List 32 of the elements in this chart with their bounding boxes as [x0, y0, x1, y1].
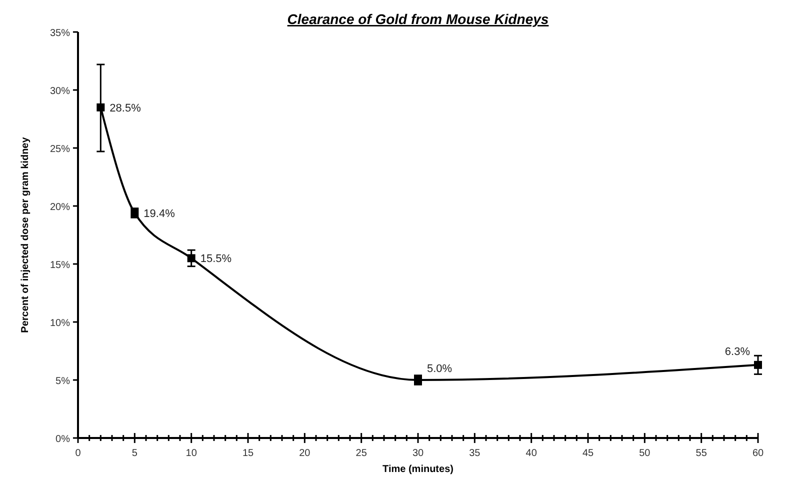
point: [187, 254, 196, 262]
y-tick-label: 5%: [56, 376, 70, 387]
x-tick-label: 15: [242, 448, 254, 459]
data-label: 6.3%: [724, 346, 750, 358]
y-axis-title: Percent of injected dose per gram kidney: [20, 136, 31, 333]
y-tick-label: 25%: [50, 144, 70, 155]
x-tick-label: 55: [696, 448, 708, 459]
x-tick-label: 35: [469, 448, 481, 459]
x-tick-label: 5: [132, 448, 138, 459]
y-tick-label: 0%: [56, 434, 70, 445]
data-label: 19.4%: [144, 208, 176, 220]
x-tick-label: 20: [299, 448, 311, 459]
x-tick-label: 10: [186, 448, 198, 459]
data-label: 15.5%: [200, 253, 232, 266]
data-label: 5.0%: [427, 363, 452, 375]
x-tick-label: 25: [356, 448, 368, 459]
chart-title: Clearance of Gold from Mouse Kidneys: [287, 11, 549, 27]
y-tick-label: 10%: [50, 318, 70, 329]
x-tick-label: 45: [582, 448, 594, 459]
point: [754, 360, 762, 369]
x-axis-title: Time (minutes): [382, 464, 454, 475]
x-tick-label: 0: [75, 448, 82, 459]
x-tick-label: 30: [412, 448, 424, 459]
x-tick-label: 40: [526, 448, 538, 459]
y-tick-label: 15%: [50, 260, 70, 271]
point: [96, 103, 105, 112]
x-tick-label: 60: [752, 448, 764, 459]
y-tick-label: 35%: [50, 28, 70, 39]
data-label: 28.5%: [110, 102, 142, 114]
x-tick-label: 50: [639, 448, 651, 459]
y-tick-label: 30%: [50, 86, 70, 97]
y-tick-label: 20%: [50, 202, 70, 213]
